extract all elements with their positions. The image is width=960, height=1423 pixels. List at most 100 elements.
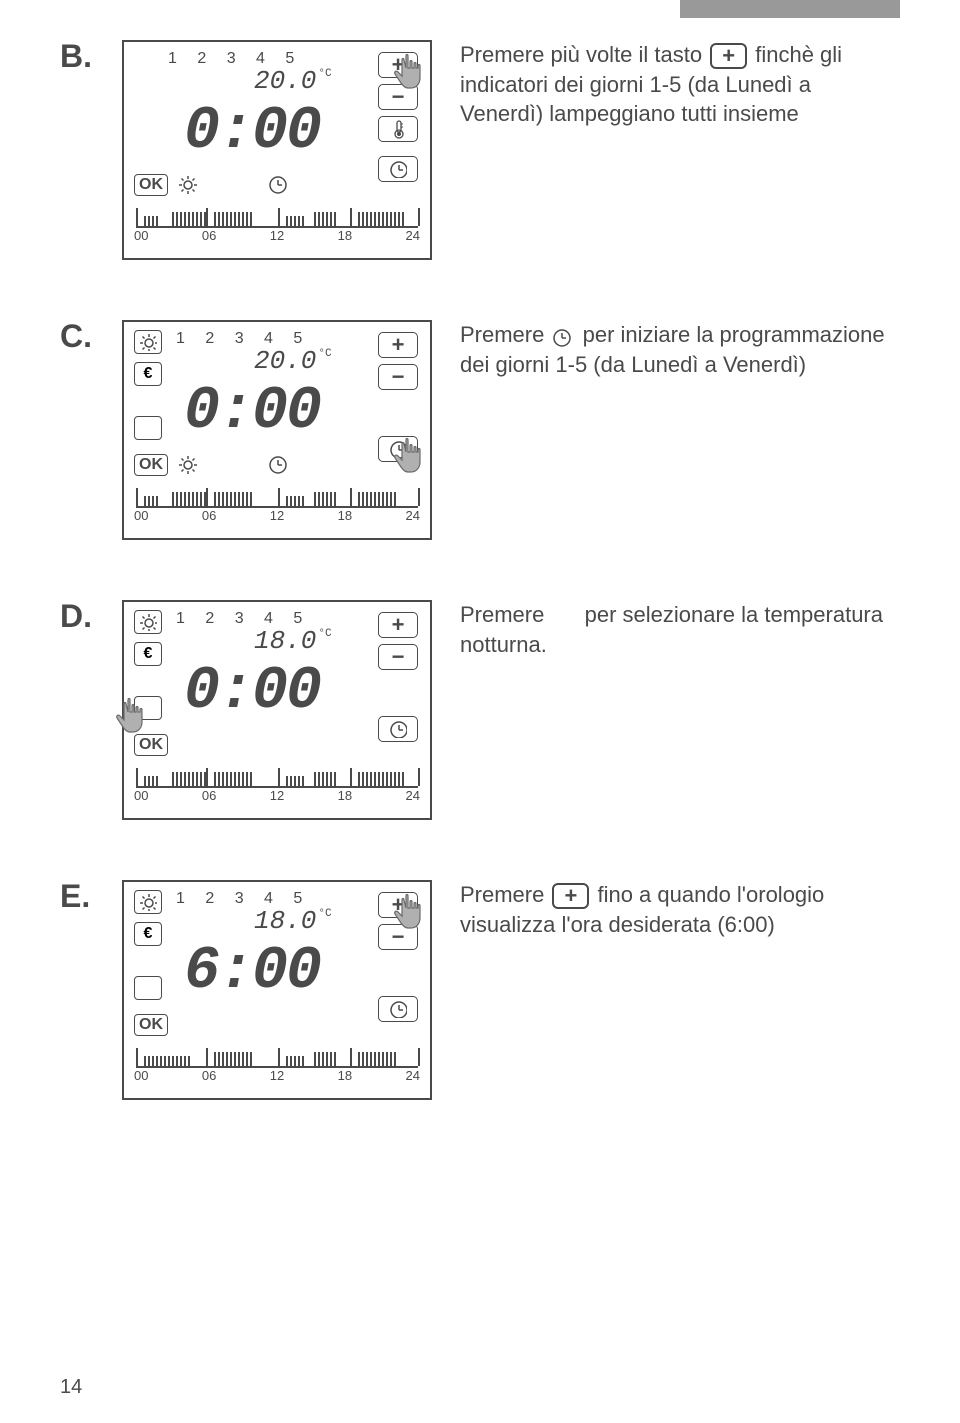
- thermo-button[interactable]: [378, 116, 418, 142]
- tl-label: 12: [270, 788, 284, 803]
- step-e-label: E.: [60, 880, 94, 912]
- step-d-label: D.: [60, 600, 94, 632]
- step-c-label: C.: [60, 320, 94, 352]
- clock-button[interactable]: [378, 156, 418, 182]
- tl-label: 18: [338, 1068, 352, 1083]
- plus-button-inline: +: [710, 43, 747, 69]
- temp-value: 20.0: [254, 346, 316, 376]
- tl-label: 00: [134, 228, 148, 243]
- clock-mode-icon: [268, 175, 288, 195]
- clock-mode-icon: [268, 455, 288, 475]
- step-d-description: Premere per selezionare la temperatura n…: [460, 600, 900, 659]
- ok-button[interactable]: OK: [134, 454, 168, 476]
- tl-label: 24: [406, 228, 420, 243]
- tl-label: 00: [134, 1068, 148, 1083]
- tl-label: 12: [270, 228, 284, 243]
- timeline: 00 06 12 18 24: [134, 486, 420, 532]
- temp-value: 20.0: [254, 66, 316, 96]
- moon-mode-button[interactable]: [134, 416, 162, 440]
- ok-row: OK: [134, 1014, 270, 1036]
- temp-unit: °C: [318, 348, 331, 360]
- time-display: 0:00: [184, 378, 320, 446]
- moon-icon: [139, 419, 157, 437]
- tl-label: 06: [202, 508, 216, 523]
- sun-mode-button[interactable]: [134, 890, 162, 914]
- step-d-row: D. € 1 2 3 4 5 18.0 °C 0:00 + − OK: [60, 600, 900, 820]
- step-b-label: B.: [60, 40, 94, 72]
- ok-row: OK: [134, 174, 288, 196]
- tl-label: 00: [134, 508, 148, 523]
- sun-icon: [139, 333, 157, 351]
- ok-row: OK: [134, 454, 288, 476]
- timeline: 00 06 12 18 24: [134, 766, 420, 812]
- thermostat-panel-b: 1 2 3 4 5 20.0 °C 0:00 + − OK: [122, 40, 432, 260]
- sun-icon: [178, 175, 198, 195]
- moon-icon: [139, 979, 157, 997]
- clock-icon-inline: [552, 328, 574, 350]
- step-e-row: E. € 1 2 3 4 5 18.0 °C 6:00 + − OK: [60, 880, 900, 1100]
- sun-mode-button[interactable]: [134, 330, 162, 354]
- minus-button[interactable]: −: [378, 364, 418, 390]
- eco-mode-button[interactable]: €: [134, 362, 162, 386]
- temp-value: 18.0: [254, 626, 316, 656]
- minus-button[interactable]: −: [378, 644, 418, 670]
- left-mode-icons: €: [134, 890, 162, 1000]
- step-c-description: Premere per iniziare la programmazione d…: [460, 320, 900, 379]
- time-display: 6:00: [184, 938, 320, 1006]
- moon-mode-button[interactable]: [134, 976, 162, 1000]
- ok-button[interactable]: OK: [134, 1014, 168, 1036]
- tl-label: 12: [270, 1068, 284, 1083]
- hand-cursor-icon: [388, 890, 434, 936]
- temp-unit: °C: [318, 628, 331, 640]
- hand-cursor-icon: [388, 50, 434, 96]
- tl-label: 06: [202, 1068, 216, 1083]
- tl-label: 24: [406, 1068, 420, 1083]
- tl-label: 00: [134, 788, 148, 803]
- sun-mode-button[interactable]: [134, 610, 162, 634]
- eco-mode-button[interactable]: €: [134, 642, 162, 666]
- tl-label: 18: [338, 228, 352, 243]
- thermostat-panel-c: € 1 2 3 4 5 20.0 °C 0:00 + − OK: [122, 320, 432, 540]
- clock-button[interactable]: [378, 716, 418, 742]
- desc-text: Premere: [460, 322, 544, 347]
- hand-cursor-icon: [388, 434, 434, 480]
- tl-label: 18: [338, 508, 352, 523]
- desc-text: Premere: [460, 882, 544, 907]
- eco-mode-button[interactable]: €: [134, 922, 162, 946]
- side-buttons: + −: [378, 612, 418, 742]
- temp-value: 18.0: [254, 906, 316, 936]
- desc-text: Premere: [460, 602, 544, 627]
- sun-icon: [178, 455, 198, 475]
- hand-cursor-icon: [110, 694, 156, 740]
- desc-text: Premere più volte il tasto: [460, 42, 702, 67]
- sun-icon: [139, 613, 157, 631]
- tl-label: 12: [270, 508, 284, 523]
- tl-label: 06: [202, 788, 216, 803]
- plus-button[interactable]: +: [378, 332, 418, 358]
- temperature-display: 20.0 °C: [254, 346, 332, 376]
- thermo-icon: [389, 119, 407, 139]
- moon-icon: [248, 1014, 270, 1036]
- sun-icon: [139, 893, 157, 911]
- step-c-row: C. € 1 2 3 4 5 20.0 °C 0:00 + − OK: [60, 320, 900, 540]
- moon-icon: [248, 734, 270, 756]
- header-tab: [680, 0, 900, 18]
- step-e-description: Premere + fino a quando l'orologio visua…: [460, 880, 900, 939]
- left-mode-icons: €: [134, 330, 162, 440]
- clock-button[interactable]: [378, 996, 418, 1022]
- time-display: 0:00: [184, 98, 320, 166]
- clock-icon: [389, 720, 407, 738]
- plus-button[interactable]: +: [378, 612, 418, 638]
- plus-button-inline: +: [552, 883, 589, 909]
- clock-icon: [389, 1000, 407, 1018]
- temperature-display: 20.0 °C: [254, 66, 332, 96]
- tl-label: 24: [406, 788, 420, 803]
- time-display: 0:00: [184, 658, 320, 726]
- temperature-display: 18.0 °C: [254, 906, 332, 936]
- temperature-display: 18.0 °C: [254, 626, 332, 656]
- tl-label: 06: [202, 228, 216, 243]
- ok-button[interactable]: OK: [134, 174, 168, 196]
- thermostat-panel-e: € 1 2 3 4 5 18.0 °C 6:00 + − OK: [122, 880, 432, 1100]
- tl-label: 18: [338, 788, 352, 803]
- page-number: 14: [60, 1376, 82, 1399]
